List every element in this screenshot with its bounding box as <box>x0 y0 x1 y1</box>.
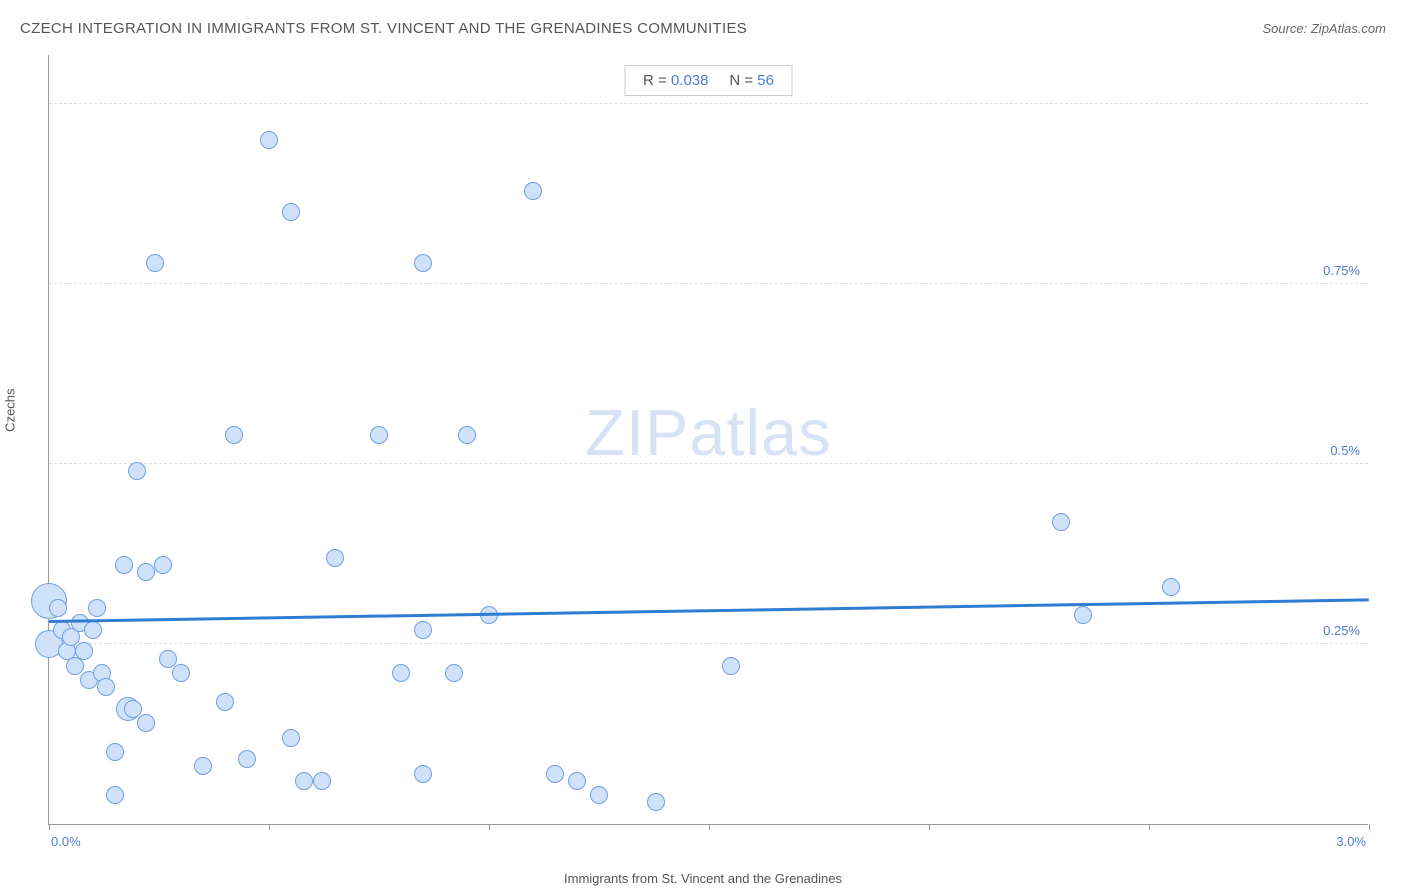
data-point <box>172 664 190 682</box>
source-name: ZipAtlas.com <box>1311 21 1386 36</box>
n-value: 56 <box>757 72 774 89</box>
data-point <box>370 426 388 444</box>
x-tick-mark <box>489 824 490 830</box>
data-point <box>84 621 102 639</box>
data-point <box>238 750 256 768</box>
data-point <box>568 772 586 790</box>
data-point <box>97 678 115 696</box>
x-tick-label: 0.0% <box>51 834 81 849</box>
data-point <box>282 729 300 747</box>
data-point <box>313 772 331 790</box>
x-tick-mark <box>269 824 270 830</box>
data-point <box>445 664 463 682</box>
data-point <box>137 563 155 581</box>
x-tick-mark <box>1149 824 1150 830</box>
watermark: ZIPatlas <box>585 395 831 470</box>
data-point <box>722 657 740 675</box>
data-point <box>1162 578 1180 596</box>
data-point <box>128 462 146 480</box>
x-tick-mark <box>1369 824 1370 830</box>
watermark-bold: ZIP <box>585 396 689 469</box>
data-point <box>647 793 665 811</box>
data-point <box>194 757 212 775</box>
chart-header: CZECH INTEGRATION IN IMMIGRANTS FROM ST.… <box>20 20 1386 37</box>
data-point <box>1052 513 1070 531</box>
data-point <box>326 549 344 567</box>
data-point <box>115 556 133 574</box>
data-point <box>590 786 608 804</box>
data-point <box>106 786 124 804</box>
watermark-light: atlas <box>689 396 831 469</box>
data-point <box>154 556 172 574</box>
y-tick-label: 0.5% <box>1330 443 1360 458</box>
regression-line <box>49 598 1369 622</box>
data-point <box>216 693 234 711</box>
r-label: R = <box>643 72 671 89</box>
n-label: N = <box>729 72 757 89</box>
stats-box: R = 0.038 N = 56 <box>624 65 793 96</box>
data-point <box>414 621 432 639</box>
data-point <box>546 765 564 783</box>
x-tick-mark <box>929 824 930 830</box>
data-point <box>146 254 164 272</box>
data-point <box>137 714 155 732</box>
x-tick-mark <box>49 824 50 830</box>
data-point <box>124 700 142 718</box>
x-tick-mark <box>709 824 710 830</box>
data-point <box>106 743 124 761</box>
data-point <box>225 426 243 444</box>
data-point <box>392 664 410 682</box>
grid-line <box>49 463 1368 464</box>
data-point <box>524 182 542 200</box>
data-point <box>458 426 476 444</box>
data-point <box>1074 606 1092 624</box>
data-point <box>260 131 278 149</box>
chart-title: CZECH INTEGRATION IN IMMIGRANTS FROM ST.… <box>20 20 747 37</box>
grid-line <box>49 283 1368 284</box>
grid-line <box>49 103 1368 104</box>
r-value: 0.038 <box>671 72 709 89</box>
grid-line <box>49 643 1368 644</box>
data-point <box>414 254 432 272</box>
y-tick-label: 0.75% <box>1323 263 1360 278</box>
data-point <box>49 599 67 617</box>
scatter-plot: R = 0.038 N = 56 ZIPatlas 0.25% 0.5% 0.75%… <box>48 55 1368 825</box>
source-prefix: Source: <box>1262 21 1310 36</box>
x-axis-label: Immigrants from St. Vincent and the Gren… <box>564 871 842 886</box>
data-point <box>414 765 432 783</box>
source-attribution: Source: ZipAtlas.com <box>1262 21 1386 36</box>
data-point <box>282 203 300 221</box>
y-axis-label: Czechs <box>3 388 18 431</box>
data-point <box>88 599 106 617</box>
data-point <box>75 642 93 660</box>
data-point <box>295 772 313 790</box>
x-tick-label: 3.0% <box>1336 834 1366 849</box>
y-tick-label: 0.25% <box>1323 623 1360 638</box>
data-point <box>159 650 177 668</box>
